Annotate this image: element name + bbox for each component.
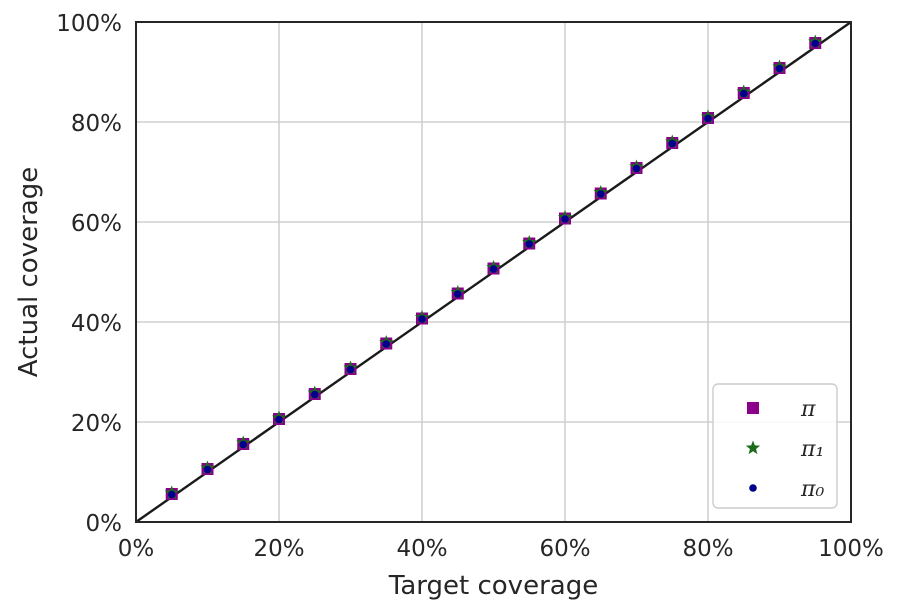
y-tick-label: 0% [86, 511, 123, 537]
dot-point [811, 39, 820, 48]
dot-point [382, 340, 391, 348]
y-tick-labels: 0% 20% 40% 60% 80% 100% [56, 11, 122, 537]
x-tick-label: 20% [253, 536, 304, 562]
y-tick-label: 80% [71, 111, 122, 137]
dot-point [561, 215, 569, 223]
dot-point [489, 265, 498, 273]
legend-label: π [800, 397, 816, 422]
dot-point [239, 440, 248, 449]
y-tick-label: 100% [56, 11, 122, 37]
x-tick-label: 60% [539, 536, 590, 562]
dot-point [775, 64, 784, 73]
legend: π π₁ π₀ [712, 383, 838, 509]
y-tick-label: 20% [71, 411, 122, 437]
legend-label: π₁ [800, 437, 824, 462]
legend-marker-dot [749, 484, 757, 492]
x-tick-label: 100% [818, 536, 884, 562]
dot-point [418, 315, 426, 323]
legend-box [712, 383, 838, 509]
dot-point [596, 190, 605, 198]
x-tick-label: 40% [396, 536, 447, 562]
dot-point [275, 415, 283, 424]
x-tick-labels: 0% 20% 40% 60% 80% 100% [118, 536, 884, 562]
dot-point [668, 139, 677, 148]
dot-point [346, 365, 355, 374]
legend-marker-star [745, 440, 761, 455]
dot-point [203, 465, 212, 474]
dot-point [453, 290, 462, 298]
dot-point [310, 390, 319, 399]
dot-point [739, 89, 748, 98]
x-tick-label: 80% [682, 536, 733, 562]
y-tick-label: 40% [71, 311, 122, 337]
y-tick-label: 60% [71, 211, 122, 237]
dot-point [525, 240, 534, 248]
x-axis-title: Target coverage [388, 571, 598, 601]
legend-label: π₀ [800, 477, 824, 502]
dot-point [632, 164, 641, 173]
y-axis-title: Actual coverage [14, 167, 44, 377]
legend-marker-square [747, 402, 759, 414]
plot-frame [135, 21, 852, 523]
data-points [164, 34, 823, 500]
dot-point [704, 114, 712, 123]
dot-point [167, 490, 176, 499]
x-tick-label: 0% [118, 536, 155, 562]
